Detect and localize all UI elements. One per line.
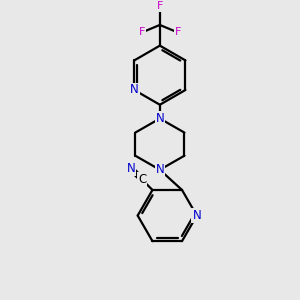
Text: N: N bbox=[155, 112, 164, 125]
Text: F: F bbox=[139, 27, 145, 37]
Text: N: N bbox=[192, 209, 201, 222]
Text: F: F bbox=[174, 27, 181, 37]
Text: C: C bbox=[138, 173, 146, 186]
Text: N: N bbox=[130, 83, 139, 97]
Text: N: N bbox=[127, 162, 135, 175]
Text: N: N bbox=[155, 163, 164, 176]
Text: F: F bbox=[157, 1, 163, 11]
